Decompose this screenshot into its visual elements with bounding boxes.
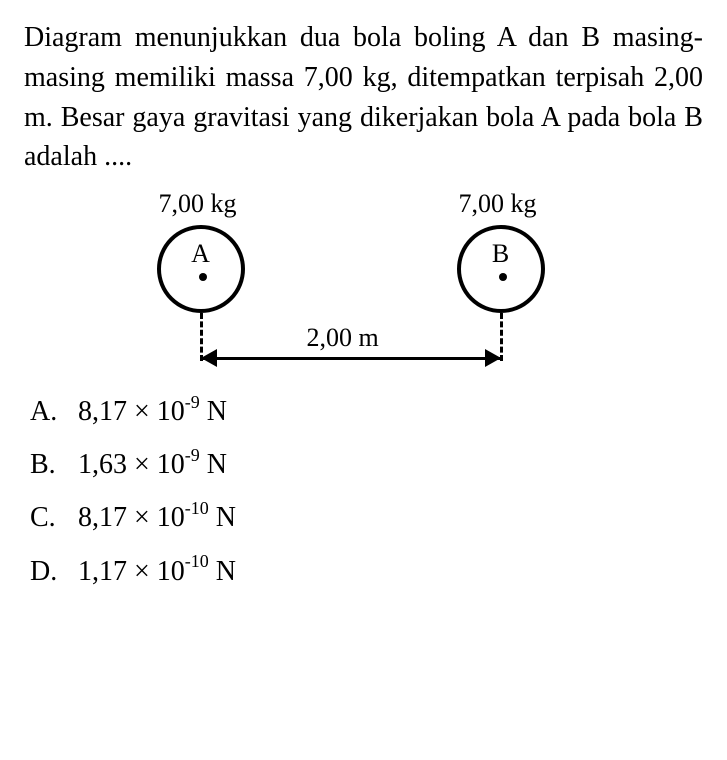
option-a-letter: A. [30,385,78,438]
question-text: Diagram menunjukkan dua bola boling A da… [24,18,703,177]
option-c: C. 8,17 × 10-10 N [30,491,703,544]
option-a-coef: 8,17 × 10 [78,396,185,427]
option-c-value: 8,17 × 10-10 N [78,491,236,544]
distance-label: 2,00 m [307,323,379,353]
ball-b-label: B [461,239,541,269]
mass-label-b: 7,00 kg [459,189,537,219]
option-b: B. 1,63 × 10-9 N [30,438,703,491]
option-b-value: 1,63 × 10-9 N [78,438,227,491]
option-a: A. 8,17 × 10-9 N [30,385,703,438]
option-c-coef: 8,17 × 10 [78,502,185,533]
arrow-head-right-icon [485,349,501,367]
option-b-unit: N [200,449,227,480]
option-d-exp: -10 [185,551,209,571]
distance-arrow-line [201,357,501,360]
option-a-exp: -9 [185,392,200,412]
ball-a-label: A [161,239,241,269]
option-d-coef: 1,17 × 10 [78,556,185,587]
option-d: D. 1,17 × 10-10 N [30,545,703,598]
option-a-value: 8,17 × 10-9 N [78,385,227,438]
mass-label-a: 7,00 kg [159,189,237,219]
ball-a-circle: A [157,225,245,313]
option-b-coef: 1,63 × 10 [78,449,185,480]
ball-b-center-dot [499,273,507,281]
option-d-letter: D. [30,545,78,598]
option-c-exp: -10 [185,498,209,518]
diagram: 7,00 kg 7,00 kg A B 2,00 m [129,189,599,369]
ball-b-circle: B [457,225,545,313]
option-b-exp: -9 [185,445,200,465]
option-a-unit: N [200,396,227,427]
diagram-container: 7,00 kg 7,00 kg A B 2,00 m [24,189,703,369]
ball-a-center-dot [199,273,207,281]
option-d-value: 1,17 × 10-10 N [78,545,236,598]
option-c-unit: N [209,502,236,533]
options-list: A. 8,17 × 10-9 N B. 1,63 × 10-9 N C. 8,1… [24,385,703,598]
option-c-letter: C. [30,491,78,544]
option-b-letter: B. [30,438,78,491]
option-d-unit: N [209,556,236,587]
